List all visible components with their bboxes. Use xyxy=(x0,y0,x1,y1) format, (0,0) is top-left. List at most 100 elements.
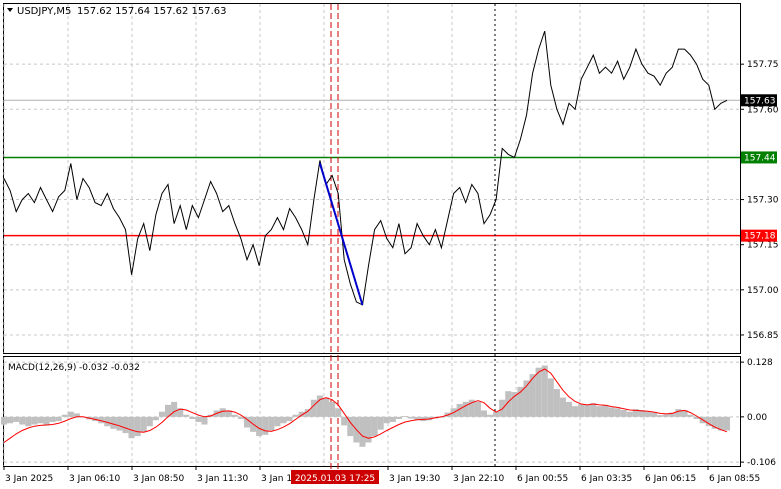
macd-grid xyxy=(3,357,740,466)
macd-histogram-bar xyxy=(553,389,560,417)
time-axis-label: 3 Jan 2025 xyxy=(5,474,53,484)
macd-histogram-bar xyxy=(693,416,700,419)
macd-histogram-bar xyxy=(614,408,621,417)
macd-histogram-bar xyxy=(237,416,244,419)
macd-histogram xyxy=(0,365,731,447)
macd-histogram-bar xyxy=(43,416,50,426)
macd-histogram-bar xyxy=(146,416,153,427)
current-price-tag xyxy=(741,94,777,107)
macd-histogram-bar xyxy=(371,416,378,437)
level-price-tag xyxy=(741,229,777,242)
level-price-tag-label: 157.18 xyxy=(744,232,776,242)
time-axis-label: 3 Jan 19:30 xyxy=(389,474,441,484)
macd-histogram-bar xyxy=(49,416,56,422)
level-price-tag-label: 157.44 xyxy=(744,153,776,163)
macd-histogram-bar xyxy=(13,416,20,422)
macd-histogram-bar xyxy=(493,411,500,417)
macd-histogram-bar xyxy=(177,408,184,417)
trend-line[interactable] xyxy=(318,163,364,306)
macd-histogram-bar xyxy=(487,414,494,417)
macd-histogram-bar xyxy=(341,416,348,426)
time-axis-label: 6 Jan 00:55 xyxy=(517,474,568,484)
macd-histogram-bar xyxy=(529,374,536,417)
macd-histogram-bar xyxy=(335,408,342,417)
macd-histogram-bar xyxy=(0,416,8,425)
macd-axis: 0.128 0.00 -0.106 xyxy=(740,358,776,468)
price-axis: 157.75 157.60 157.30 157.15 157.00 156.85 xyxy=(740,60,779,341)
macd-histogram-bar xyxy=(663,414,670,417)
macd-histogram-bar xyxy=(298,411,305,417)
macd-histogram-bar xyxy=(347,416,354,437)
price-axis-label: 157.15 xyxy=(747,241,779,251)
time-axis-label: 3 Jan 11:30 xyxy=(197,474,249,484)
macd-histogram-bar xyxy=(19,416,26,425)
macd-label: MACD(12,26,9) xyxy=(8,363,76,373)
macd-histogram-bar xyxy=(73,413,80,417)
macd-histogram-bar xyxy=(171,401,178,417)
time-axis-label: 6 Jan 03:35 xyxy=(581,474,632,484)
macd-histogram-bar xyxy=(134,416,141,437)
macd-histogram-bar xyxy=(195,416,202,422)
cursor-time-label: 2025.01.03 17:25 xyxy=(291,470,379,484)
time-axis: 3 Jan 2025 3 Jan 06:10 3 Jan 08:50 3 Jan 11… xyxy=(3,466,760,484)
macd-histogram-bar xyxy=(559,397,566,417)
macd-histogram-bar xyxy=(37,416,44,424)
time-axis-label: 3 Jan 06:10 xyxy=(69,474,121,484)
macd-histogram-bar xyxy=(414,416,421,421)
price-grid xyxy=(3,4,740,353)
macd-histogram-bar xyxy=(644,411,652,417)
macd-histogram-bar xyxy=(31,416,38,425)
macd-histogram-bar xyxy=(329,401,336,417)
macd-histogram-bar xyxy=(225,410,232,417)
triangle-down-icon[interactable] xyxy=(7,8,13,12)
macd-histogram-bar xyxy=(480,410,488,417)
macd-histogram-bar xyxy=(67,411,74,417)
macd-histogram-bar xyxy=(608,407,615,417)
macd-histogram-bar xyxy=(717,416,724,431)
macd-histogram-bar xyxy=(395,416,402,419)
macd-histogram-bar xyxy=(517,386,524,417)
price-axis-label: 157.30 xyxy=(747,196,779,206)
macd-histogram-bar xyxy=(590,403,597,417)
macd-panel-frame xyxy=(3,356,741,467)
macd-histogram-bar xyxy=(474,401,481,417)
macd-histogram-bar xyxy=(572,406,579,417)
macd-histogram-bar xyxy=(231,414,238,417)
macd-histogram-bar xyxy=(110,416,117,429)
macd-histogram-bar xyxy=(651,412,658,417)
macd-histogram-bar xyxy=(468,399,475,417)
macd-signal-line xyxy=(3,368,728,443)
macd-histogram-bar xyxy=(408,416,415,419)
macd-histogram-bar xyxy=(98,416,105,424)
macd-histogram-bar xyxy=(620,410,627,417)
macd-histogram-bar xyxy=(638,410,645,417)
macd-histogram-bar xyxy=(523,380,530,417)
macd-histogram-bar xyxy=(578,404,585,417)
macd-histogram-bar xyxy=(274,416,281,427)
macd-histogram-bar xyxy=(687,414,694,417)
macd-histogram-bar xyxy=(626,411,633,417)
macd-histogram-bar xyxy=(547,378,554,417)
macd-histogram-bar xyxy=(219,408,226,417)
macd-histogram-bar xyxy=(122,416,129,434)
cursor-time-text: 2025.01.03 17:25 xyxy=(295,474,375,484)
time-axis-label: 6 Jan 08:55 xyxy=(709,474,760,484)
price-line xyxy=(3,30,728,306)
macd-histogram-bar xyxy=(292,414,299,417)
price-axis-label: 157.75 xyxy=(747,60,779,70)
macd-axis-label: 0.128 xyxy=(747,358,773,368)
macd-histogram-bar xyxy=(723,416,731,431)
macd-histogram-bar xyxy=(541,365,548,417)
macd-histogram-bar xyxy=(189,416,196,419)
macd-histogram-bar xyxy=(286,416,293,422)
macd-histogram-bar xyxy=(7,416,14,424)
macd-histogram-bar xyxy=(705,416,712,427)
macd-histogram-bar xyxy=(535,367,542,417)
macd-histogram-bar xyxy=(280,416,287,424)
macd-histogram-bar xyxy=(499,399,506,417)
level-lines xyxy=(4,156,740,237)
macd-histogram-bar xyxy=(565,401,573,417)
macd-axis-label: 0.00 xyxy=(747,413,767,423)
macd-histogram-bar xyxy=(401,415,409,417)
